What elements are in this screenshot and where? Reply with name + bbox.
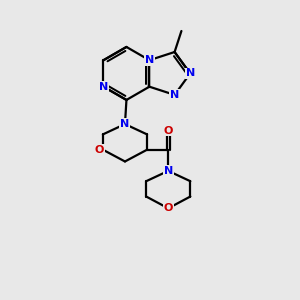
Text: N: N <box>120 119 130 129</box>
Text: N: N <box>99 82 108 92</box>
Text: N: N <box>170 90 179 100</box>
Text: O: O <box>164 203 173 213</box>
Text: N: N <box>164 166 173 176</box>
Text: O: O <box>95 145 104 155</box>
Text: O: O <box>164 126 173 136</box>
Text: N: N <box>145 55 154 65</box>
Text: N: N <box>185 68 195 78</box>
